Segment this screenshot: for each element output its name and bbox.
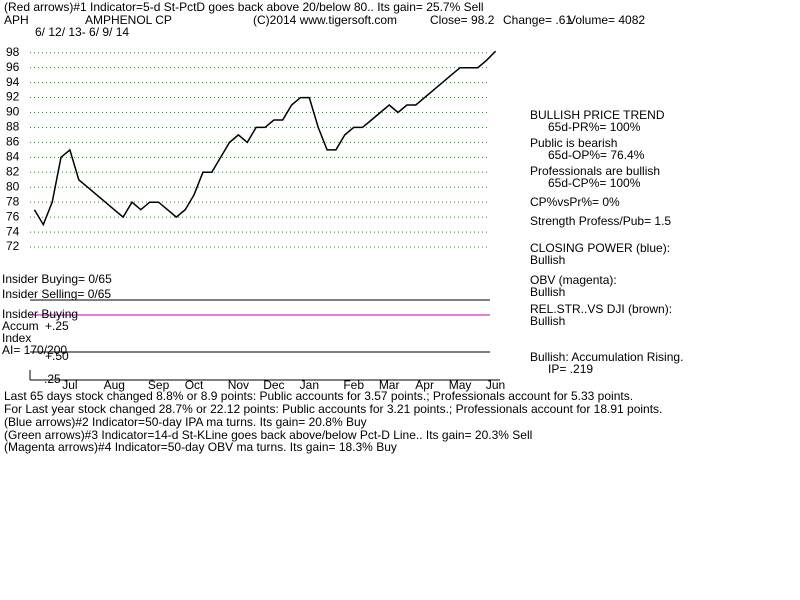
y-tick-label: 86 [6, 135, 20, 149]
y-tick-label: 82 [6, 164, 20, 178]
indicator-line: (Red arrows)#1 Indicator=5-d St-PctD goe… [4, 0, 484, 14]
y-tick-label: 88 [6, 120, 20, 134]
y-tick-label: 72 [6, 239, 20, 253]
panel-label: -.25 [40, 372, 61, 386]
side-note: IP= .219 [548, 362, 593, 376]
side-note: Bullish [530, 285, 565, 299]
y-tick-label: 92 [6, 90, 20, 104]
x-tick-label: Oct [185, 378, 204, 392]
panel-label: Accum [2, 319, 39, 333]
y-tick-label: 96 [6, 60, 20, 74]
panel-label: +.25 [45, 319, 69, 333]
y-tick-label: 74 [6, 224, 20, 238]
y-tick-label: 98 [6, 45, 20, 59]
side-note: Strength Profess/Pub= 1.5 [530, 214, 671, 228]
y-tick-label: 94 [6, 75, 20, 89]
x-tick-label: Jun [486, 378, 505, 392]
side-note: Bullish [530, 253, 565, 267]
side-note: REL.STR..VS DJI (brown): [530, 302, 672, 316]
side-note: 65d-CP%= 100% [548, 176, 641, 190]
panel-label: Insider Buying [2, 307, 78, 321]
side-note: CP%vsPr%= 0% [530, 195, 620, 209]
x-tick-label: Mar [379, 378, 400, 392]
change: Change= .61 [503, 13, 572, 27]
y-tick-label: 90 [6, 105, 20, 119]
side-note: 65d-PR%= 100% [548, 120, 641, 134]
footer-line: (Blue arrows)#2 Indicator=50-day IPA ma … [4, 415, 367, 429]
x-tick-label: Nov [228, 378, 249, 392]
footer-line: Last 65 days stock changed 8.8% or 8.9 p… [4, 389, 633, 403]
side-note: OBV (magenta): [530, 273, 617, 287]
y-tick-label: 84 [6, 150, 20, 164]
footer-line: (Magenta arrows)#4 Indicator=50-day OBV … [4, 440, 397, 454]
symbol: APH [4, 13, 29, 27]
x-tick-label: Dec [263, 378, 284, 392]
x-tick-label: Aug [104, 378, 125, 392]
panel-label: +.50 [45, 349, 69, 363]
x-tick-label: May [449, 378, 472, 392]
panel-label: Insider Buying= 0/65 [2, 272, 112, 286]
x-tick-label: Jan [300, 378, 319, 392]
y-tick-label: 76 [6, 209, 20, 223]
date-range: 6/ 12/ 13- 6/ 9/ 14 [35, 25, 129, 39]
side-note: BULLISH PRICE TREND [530, 108, 665, 122]
side-note: Public is bearish [530, 136, 617, 150]
panel-label: Index [2, 331, 31, 345]
y-tick-label: 80 [6, 179, 20, 193]
volume: Volume= 4082 [568, 13, 645, 27]
side-note: 65d-OP%= 76.4% [548, 148, 645, 162]
side-note: Professionals are bullish [530, 164, 660, 178]
x-tick-label: Jul [62, 378, 77, 392]
x-tick-label: Apr [415, 378, 434, 392]
side-note: CLOSING POWER (blue): [530, 241, 670, 255]
y-tick-label: 78 [6, 194, 20, 208]
company-name: AMPHENOL CP [85, 13, 172, 27]
footer-line: (Green arrows)#3 Indicator=14-d St-KLine… [4, 428, 532, 442]
side-note: Bullish: Accumulation Rising. [530, 350, 683, 364]
price-line [33, 50, 497, 227]
panel-label: AI= 170/200 [2, 343, 67, 357]
side-note: Bullish [530, 314, 565, 328]
close: Close= 98.2 [430, 13, 495, 27]
footer-line: For Last year stock changed 28.7% or 22.… [4, 402, 662, 416]
x-tick-label: Feb [343, 378, 364, 392]
panel-label: Insider Selling= 0/65 [2, 287, 111, 301]
copyright: (C)2014 www.tigersoft.com [253, 13, 397, 27]
x-tick-label: Sep [148, 378, 170, 392]
